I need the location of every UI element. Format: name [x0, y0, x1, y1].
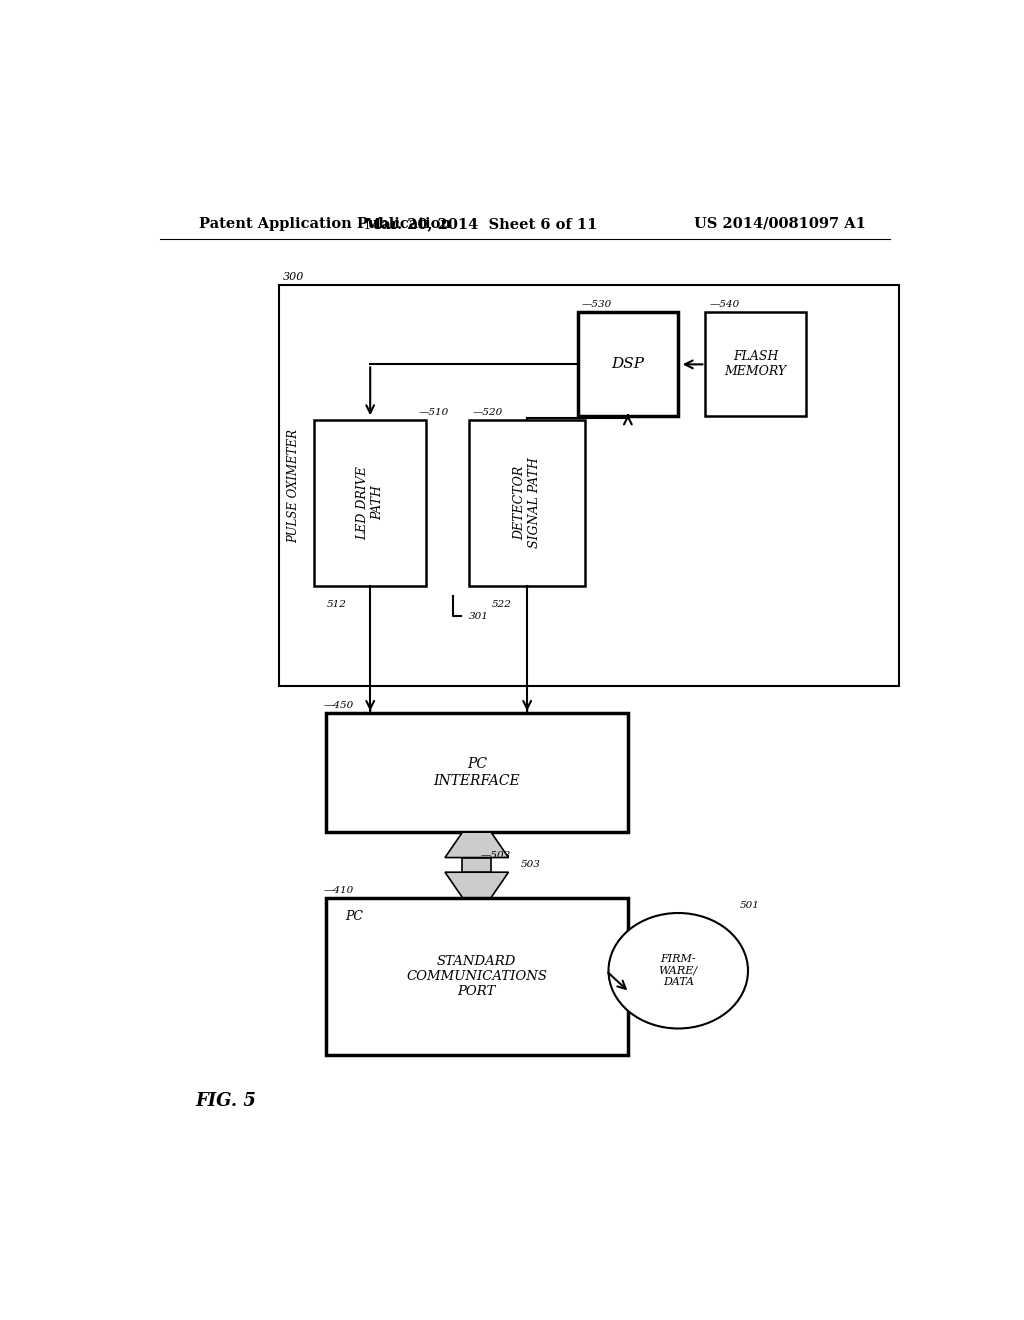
Text: 512: 512 — [327, 599, 346, 609]
Text: —410: —410 — [324, 886, 353, 895]
Text: Patent Application Publication: Patent Application Publication — [200, 216, 452, 231]
Bar — [326, 713, 628, 832]
Text: PC: PC — [345, 909, 364, 923]
Text: FIG. 5: FIG. 5 — [196, 1092, 256, 1110]
Polygon shape — [463, 858, 492, 873]
Polygon shape — [445, 873, 509, 898]
Polygon shape — [445, 832, 509, 858]
Text: 301: 301 — [469, 611, 488, 620]
Text: 503: 503 — [520, 861, 541, 870]
Text: FLASH
MEMORY: FLASH MEMORY — [725, 350, 786, 379]
Text: DSP: DSP — [611, 358, 644, 371]
Text: 501: 501 — [740, 902, 760, 909]
Text: 522: 522 — [492, 599, 511, 609]
Text: —510: —510 — [419, 408, 449, 417]
Text: STANDARD
COMMUNICATIONS
PORT: STANDARD COMMUNICATIONS PORT — [407, 956, 547, 998]
Text: 300: 300 — [283, 272, 304, 282]
Bar — [280, 285, 899, 686]
Text: US 2014/0081097 A1: US 2014/0081097 A1 — [694, 216, 866, 231]
Text: —540: —540 — [710, 301, 739, 309]
Text: —503: —503 — [480, 851, 511, 859]
Bar — [469, 420, 586, 586]
Bar — [578, 313, 678, 416]
Text: FIRM-
WARE/
DATA: FIRM- WARE/ DATA — [658, 954, 697, 987]
Bar — [314, 420, 426, 586]
Text: PC
INTERFACE: PC INTERFACE — [433, 758, 520, 788]
Text: —530: —530 — [582, 301, 611, 309]
Text: DETECTOR
SIGNAL PATH: DETECTOR SIGNAL PATH — [513, 458, 541, 548]
Ellipse shape — [608, 913, 748, 1028]
Text: LED DRIVE
PATH: LED DRIVE PATH — [356, 466, 384, 540]
Text: —520: —520 — [473, 408, 503, 417]
Text: PULSE OXIMETER: PULSE OXIMETER — [287, 429, 300, 543]
Bar — [706, 313, 806, 416]
Text: Mar. 20, 2014  Sheet 6 of 11: Mar. 20, 2014 Sheet 6 of 11 — [365, 216, 597, 231]
Text: —450: —450 — [324, 701, 353, 710]
Bar — [326, 898, 628, 1056]
